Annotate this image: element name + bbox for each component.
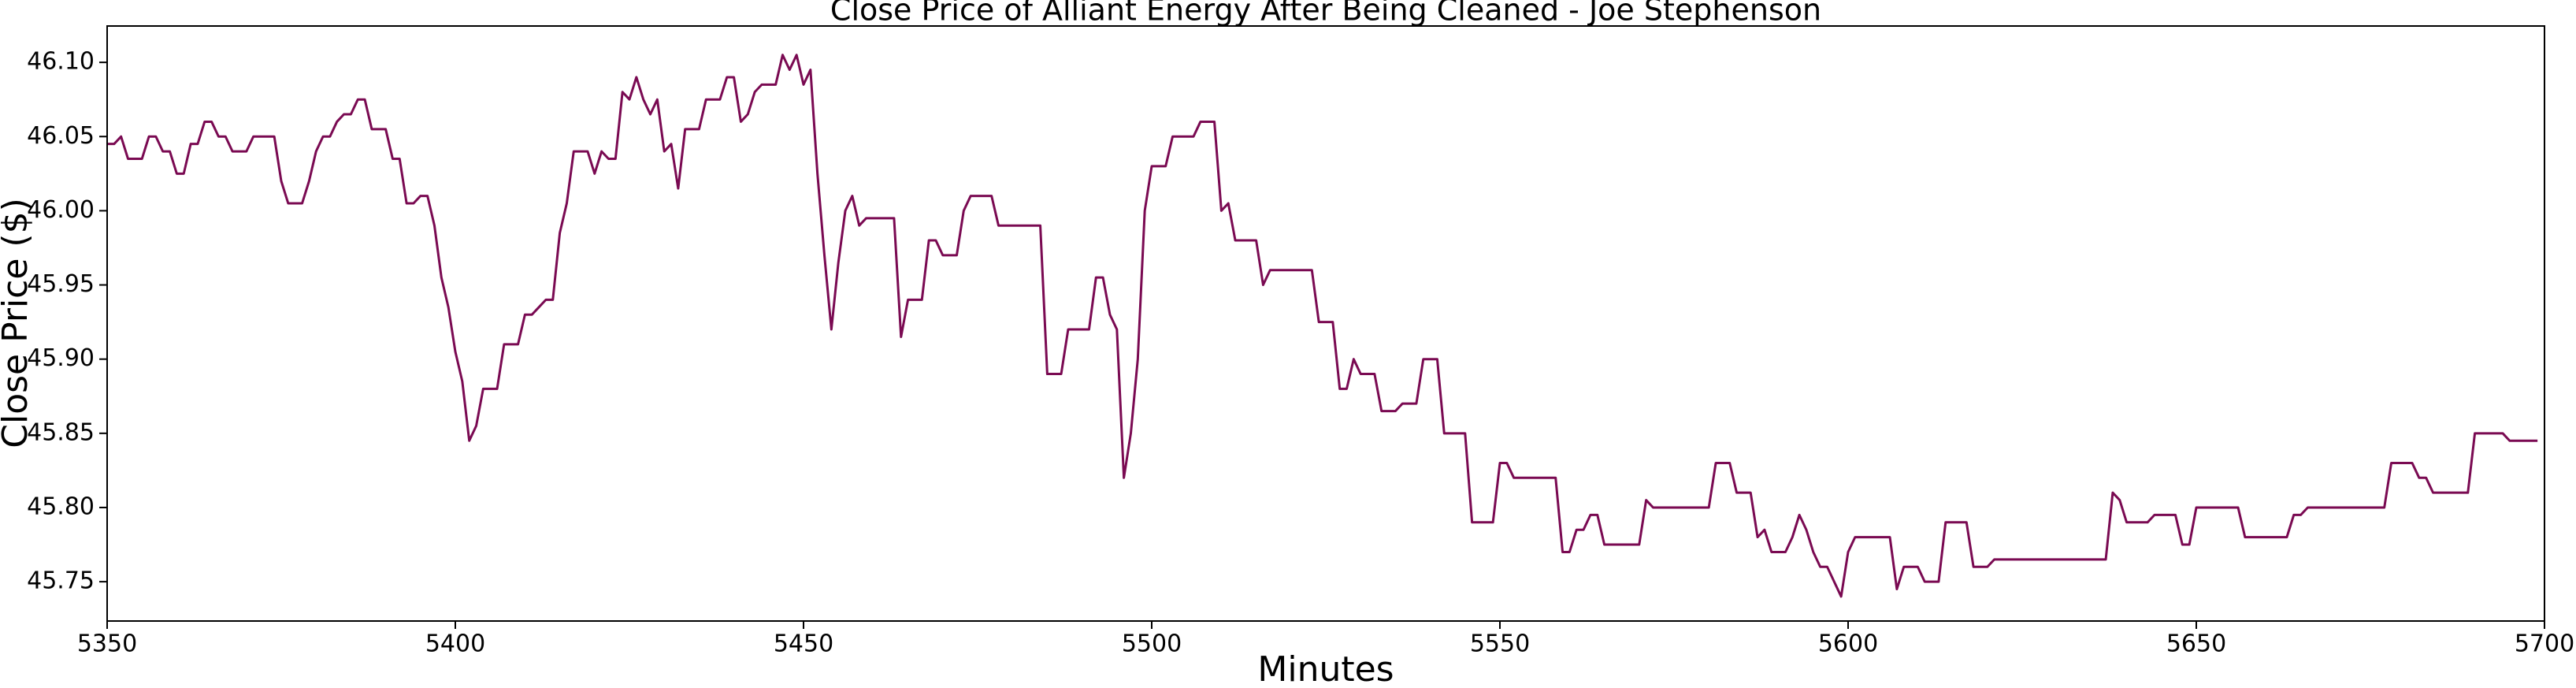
x-tick-label: 5700 <box>2515 630 2574 658</box>
y-tick-label: 45.80 <box>27 493 95 520</box>
y-tick-label: 46.00 <box>27 196 95 224</box>
y-tick-label: 46.05 <box>27 122 95 150</box>
x-tick-label: 5500 <box>1122 630 1182 658</box>
y-axis-label: Close Price ($) <box>0 198 35 448</box>
y-tick-label: 45.95 <box>27 270 95 298</box>
x-tick-label: 5600 <box>1818 630 1878 658</box>
price-line <box>107 54 2538 598</box>
x-tick-label: 5350 <box>77 630 137 658</box>
x-tick-label: 5550 <box>1470 630 1530 658</box>
chart-title: Close Price of Alliant Energy After Bein… <box>830 0 1821 28</box>
x-tick-label: 5450 <box>774 630 833 658</box>
plot-frame <box>106 25 2545 622</box>
x-tick-label: 5650 <box>2166 630 2226 658</box>
y-tick-label: 46.10 <box>27 48 95 76</box>
y-tick-label: 45.75 <box>27 567 95 595</box>
x-tick-label: 5400 <box>425 630 485 658</box>
x-axis-label: Minutes <box>1257 649 1394 688</box>
y-tick-label: 45.85 <box>27 418 95 446</box>
y-tick-label: 45.90 <box>27 344 95 372</box>
